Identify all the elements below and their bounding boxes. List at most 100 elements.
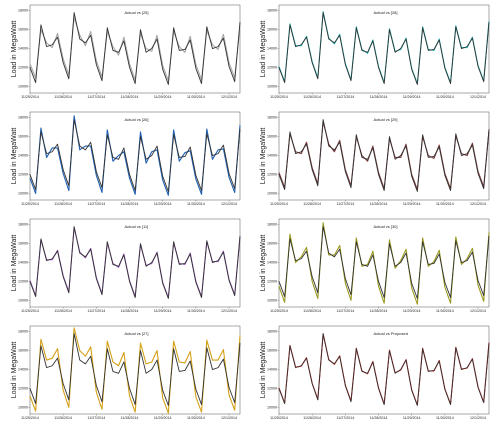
y-tick-label: 18000: [18, 330, 28, 334]
plot-frame: [29, 111, 241, 201]
y-tick-label: 16000: [267, 349, 277, 353]
x-tick-label: 11/30/2014: [187, 95, 205, 99]
x-tick-label: 11/26/2014: [54, 416, 72, 420]
x-tick-label: 11/30/2014: [436, 309, 454, 313]
y-tick-label: 14000: [18, 260, 28, 264]
plot-frame: [29, 325, 241, 415]
y-tick-label: 12000: [18, 386, 28, 390]
x-tick-label: 11/29/2014: [154, 416, 172, 420]
x-tick-label: 11/28/2014: [121, 202, 139, 206]
y-axis-label: Load in MegaWatt: [260, 21, 267, 78]
y-tick-label: 16000: [267, 28, 277, 32]
series-line: [278, 119, 490, 192]
x-tick-label: 11/27/2014: [87, 202, 105, 206]
y-axis-label: Load in MegaWatt: [11, 342, 18, 399]
x-tick-label: 11/27/2014: [336, 309, 354, 313]
x-tick-label: 11/26/2014: [54, 202, 72, 206]
x-tick-label: 11/30/2014: [436, 416, 454, 420]
x-tick-label: 12/1/2014: [221, 309, 237, 313]
x-tick-label: 12/1/2014: [470, 95, 486, 99]
x-tick-label: 11/27/2014: [87, 416, 105, 420]
x-tick-label: 11/27/2014: [336, 202, 354, 206]
annotation: Actual vs [27]: [125, 331, 149, 336]
x-tick-label: 11/29/2014: [154, 95, 172, 99]
series-line: [278, 333, 490, 406]
series-line: [29, 333, 241, 406]
series-line: [29, 226, 241, 299]
annotation: Actual vs [11]: [125, 224, 149, 229]
plot-frame: [278, 325, 490, 415]
y-tick-label: 12000: [267, 279, 277, 283]
y-tick-label: 12000: [18, 279, 28, 283]
series-line: [29, 119, 241, 192]
x-tick-label: 12/1/2014: [221, 202, 237, 206]
y-tick-label: 10000: [18, 405, 28, 409]
x-tick-label: 11/26/2014: [303, 416, 321, 420]
y-tick-label: 10000: [18, 298, 28, 302]
x-tick-label: 11/26/2014: [303, 202, 321, 206]
x-tick-label: 11/25/2014: [21, 95, 39, 99]
y-tick-label: 18000: [18, 116, 28, 120]
y-tick-label: 14000: [267, 153, 277, 157]
x-tick-label: 11/30/2014: [187, 202, 205, 206]
x-tick-label: 11/25/2014: [21, 309, 39, 313]
y-tick-label: 10000: [267, 405, 277, 409]
x-tick-label: 11/27/2014: [336, 95, 354, 99]
x-tick-label: 11/29/2014: [403, 416, 421, 420]
x-tick-label: 11/26/2014: [303, 95, 321, 99]
x-tick-label: 11/26/2014: [303, 309, 321, 313]
annotation: Actual vs [29]: [374, 117, 398, 122]
y-axis-label: Load in MegaWatt: [11, 128, 18, 185]
y-tick-label: 14000: [267, 260, 277, 264]
x-tick-label: 11/25/2014: [270, 416, 288, 420]
y-tick-label: 10000: [267, 298, 277, 302]
x-tick-label: 11/26/2014: [54, 95, 72, 99]
y-tick-label: 18000: [267, 330, 277, 334]
y-tick-label: 14000: [267, 46, 277, 50]
x-tick-label: 11/27/2014: [87, 309, 105, 313]
annotation: Actual vs [30]: [374, 224, 398, 229]
y-tick-label: 18000: [18, 223, 28, 227]
y-tick-label: 18000: [267, 223, 277, 227]
y-tick-label: 10000: [267, 191, 277, 195]
x-tick-label: 11/28/2014: [121, 416, 139, 420]
x-tick-label: 12/1/2014: [221, 416, 237, 420]
y-tick-label: 18000: [18, 9, 28, 13]
x-tick-label: 11/25/2014: [270, 95, 288, 99]
x-tick-label: 11/28/2014: [370, 95, 388, 99]
y-axis-label: Load in MegaWatt: [260, 128, 267, 185]
x-tick-label: 11/27/2014: [87, 95, 105, 99]
y-tick-label: 16000: [267, 135, 277, 139]
x-tick-label: 12/1/2014: [221, 95, 237, 99]
y-tick-label: 18000: [267, 9, 277, 13]
annotation: Actual vs [25]: [125, 10, 149, 15]
x-tick-label: 11/28/2014: [370, 202, 388, 206]
x-tick-label: 11/25/2014: [270, 202, 288, 206]
y-tick-label: 14000: [18, 46, 28, 50]
y-tick-label: 16000: [18, 28, 28, 32]
x-tick-label: 11/30/2014: [436, 202, 454, 206]
x-tick-label: 11/28/2014: [370, 309, 388, 313]
x-tick-label: 12/1/2014: [470, 202, 486, 206]
x-tick-label: 11/29/2014: [403, 202, 421, 206]
series-line: [278, 12, 490, 85]
y-tick-label: 16000: [18, 135, 28, 139]
x-tick-label: 11/29/2014: [154, 202, 172, 206]
y-tick-label: 10000: [267, 84, 277, 88]
y-axis-label: Load in MegaWatt: [260, 342, 267, 399]
y-axis-label: Load in MegaWatt: [11, 235, 18, 292]
x-tick-label: 11/25/2014: [21, 202, 39, 206]
y-tick-label: 14000: [18, 367, 28, 371]
y-tick-label: 16000: [18, 242, 28, 246]
x-tick-label: 11/29/2014: [403, 309, 421, 313]
annotation: Actual vs [28]: [374, 10, 398, 15]
y-tick-label: 16000: [267, 242, 277, 246]
y-tick-label: 10000: [18, 84, 28, 88]
y-axis-label: Load in MegaWatt: [11, 21, 18, 78]
x-tick-label: 11/30/2014: [436, 95, 454, 99]
x-tick-label: 12/1/2014: [470, 416, 486, 420]
y-tick-label: 12000: [18, 172, 28, 176]
x-tick-label: 11/30/2014: [187, 309, 205, 313]
y-tick-label: 14000: [267, 367, 277, 371]
